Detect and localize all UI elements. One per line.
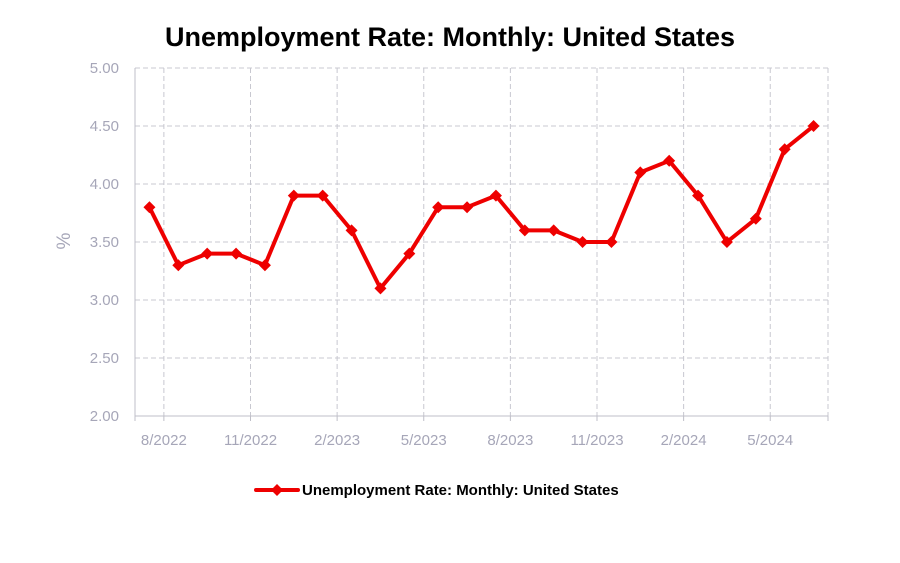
y-tick-label: 4.50 bbox=[90, 118, 119, 135]
data-point bbox=[230, 247, 243, 260]
series-line bbox=[147, 124, 816, 291]
series-layer bbox=[143, 120, 820, 295]
y-tick-label: 3.00 bbox=[90, 292, 119, 309]
y-tick-label: 2.00 bbox=[90, 408, 119, 425]
chart-title: Unemployment Rate: Monthly: United State… bbox=[165, 22, 735, 52]
axes bbox=[134, 68, 829, 421]
y-axis-ticks: 2.00 2.50 3.00 3.50 4.00 4.50 5.00 bbox=[90, 60, 119, 425]
data-point bbox=[634, 166, 647, 179]
data-point bbox=[489, 189, 502, 202]
x-tick-label: 2/2024 bbox=[661, 432, 707, 449]
y-tick-label: 4.00 bbox=[90, 176, 119, 193]
data-point bbox=[316, 189, 329, 202]
legend-marker-swatch bbox=[271, 484, 283, 496]
data-point bbox=[807, 120, 820, 132]
x-axis-ticks: 8/2022 11/2022 2/2023 5/2023 8/2023 11/2023 2/… bbox=[141, 432, 793, 449]
x-tick-label: 5/2023 bbox=[401, 432, 447, 449]
grid bbox=[135, 67, 829, 416]
data-point bbox=[258, 259, 271, 272]
x-tick-label: 11/2023 bbox=[570, 432, 623, 449]
y-tick-label: 2.50 bbox=[90, 350, 119, 367]
x-tick-label: 8/2022 bbox=[141, 432, 187, 449]
data-point bbox=[663, 154, 676, 167]
data-point bbox=[461, 201, 474, 214]
data-point bbox=[374, 282, 387, 295]
y-tick-label: 5.00 bbox=[90, 60, 119, 77]
data-point bbox=[403, 247, 416, 260]
data-point bbox=[778, 143, 791, 156]
x-tick-label: 5/2024 bbox=[747, 432, 793, 449]
data-point bbox=[432, 201, 445, 214]
data-point bbox=[720, 236, 733, 248]
x-tick-label: 11/2022 bbox=[224, 432, 277, 449]
x-tick-label: 8/2023 bbox=[487, 432, 533, 449]
data-point bbox=[692, 189, 705, 202]
data-point bbox=[201, 247, 214, 260]
data-point bbox=[518, 224, 531, 237]
data-point bbox=[547, 224, 560, 237]
data-point bbox=[576, 236, 589, 248]
y-tick-label: 3.50 bbox=[90, 234, 119, 251]
data-point bbox=[605, 236, 618, 248]
data-point bbox=[287, 189, 300, 202]
legend: Unemployment Rate: Monthly: United State… bbox=[254, 482, 619, 499]
data-point bbox=[345, 224, 358, 237]
data-point bbox=[172, 259, 185, 272]
data-point bbox=[749, 212, 762, 225]
y-axis-label: % bbox=[54, 232, 75, 249]
data-point bbox=[143, 201, 156, 214]
legend-label: Unemployment Rate: Monthly: United State… bbox=[302, 482, 619, 499]
x-tick-label: 2/2023 bbox=[314, 432, 360, 449]
